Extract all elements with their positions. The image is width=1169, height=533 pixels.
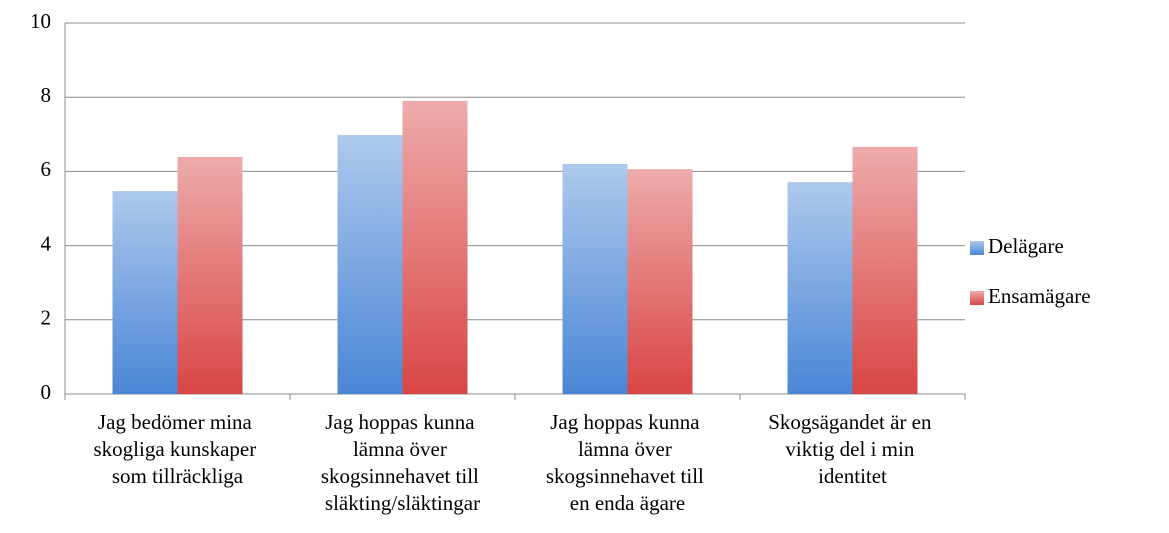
y-tick-label: 4: [41, 231, 52, 255]
bar: [787, 182, 853, 394]
bar: [177, 156, 243, 394]
bar: [852, 146, 918, 394]
legend-swatch: [970, 241, 984, 255]
bar: [402, 100, 468, 394]
y-tick-label: 10: [30, 9, 51, 33]
x-tick-label: Jag hoppas kunna lämna över skogsinnehav…: [321, 410, 484, 515]
y-tick-label: 2: [41, 306, 52, 330]
bar: [627, 169, 693, 394]
x-tick-label: Skogsägandet är en viktig del i min iden…: [768, 410, 937, 488]
legend-label: Delägare: [988, 234, 1064, 258]
y-tick-label: 0: [41, 380, 52, 404]
y-tick-label: 6: [41, 157, 52, 181]
bar: [337, 135, 403, 395]
legend-label: Ensamägare: [988, 284, 1091, 308]
x-tick-label: Jag bedömer mina skogliga kunskaper som …: [94, 410, 262, 488]
legend-swatch: [970, 291, 984, 305]
x-tick-label: Jag hoppas kunna lämna över skogsinnehav…: [546, 410, 709, 515]
y-tick-label: 8: [41, 83, 52, 107]
bar: [112, 191, 178, 394]
bar: [562, 163, 628, 394]
